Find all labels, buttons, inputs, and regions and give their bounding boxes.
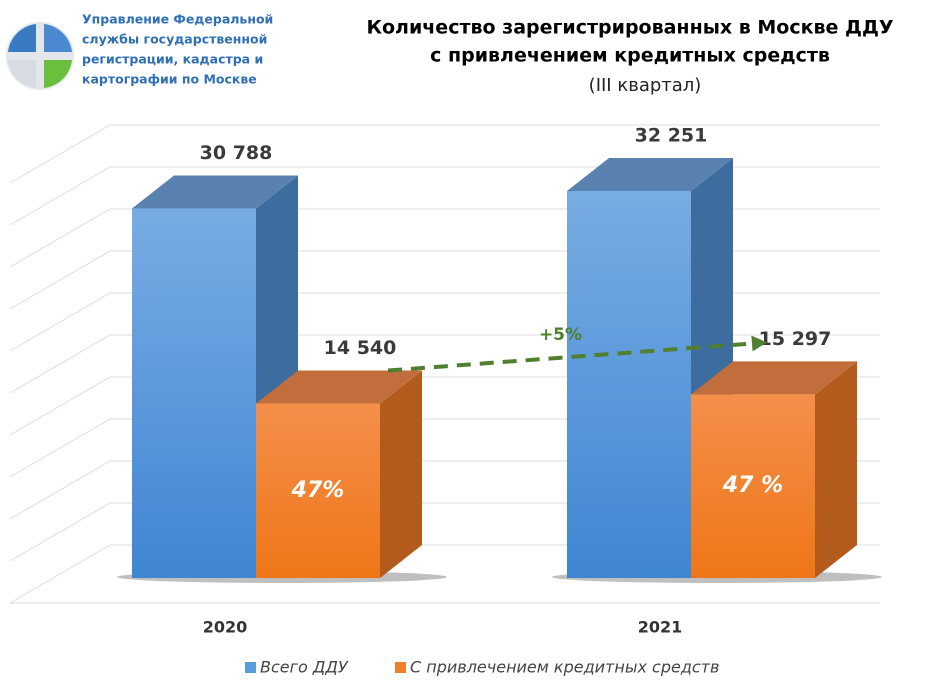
bar-front [132, 208, 256, 578]
trend-arrow [387, 341, 754, 373]
data-label: 14 540 [324, 337, 397, 359]
legend-swatch [245, 662, 256, 673]
logo-line: службы государственной [82, 32, 267, 47]
chart-title: с привлечением кредитных средств [430, 45, 830, 67]
legend-swatch [395, 662, 406, 673]
logo-line: Управление Федеральной [82, 12, 273, 27]
inner-label: 47% [291, 478, 345, 503]
logo [6, 22, 74, 90]
data-label: 15 297 [759, 328, 832, 350]
logo-line: картографии по Москве [82, 72, 257, 87]
x-tick-label: 2021 [638, 618, 683, 637]
annotation: +5% [539, 325, 582, 345]
arrow-head [751, 335, 767, 352]
data-label: 32 251 [635, 124, 708, 146]
data-label: 30 788 [200, 142, 273, 164]
bar-side [815, 361, 857, 578]
x-tick-label: 2020 [203, 618, 248, 637]
bar-top [691, 361, 857, 395]
bar [691, 361, 857, 578]
bar-top [132, 175, 298, 209]
bar-top [567, 157, 733, 191]
bar-front [567, 190, 691, 578]
bar-top [256, 370, 422, 404]
logo-line: регистрации, кадастра и [82, 52, 263, 67]
grid-line [9, 124, 880, 184]
legend-label: Всего ДДУ [260, 658, 349, 677]
inner-label: 47 % [722, 473, 783, 498]
chart-title: Количество зарегистрированных в Москве Д… [366, 17, 893, 39]
logo-text: Управление Федеральной службы государстве… [82, 12, 273, 87]
legend-label: С привлечением кредитных средств [410, 658, 719, 677]
bar-side [380, 370, 422, 578]
bar [132, 175, 298, 578]
bar-front [691, 394, 815, 578]
bar-front [256, 403, 380, 578]
chart-subtitle: (III квартал) [589, 75, 702, 96]
bar [256, 370, 422, 578]
